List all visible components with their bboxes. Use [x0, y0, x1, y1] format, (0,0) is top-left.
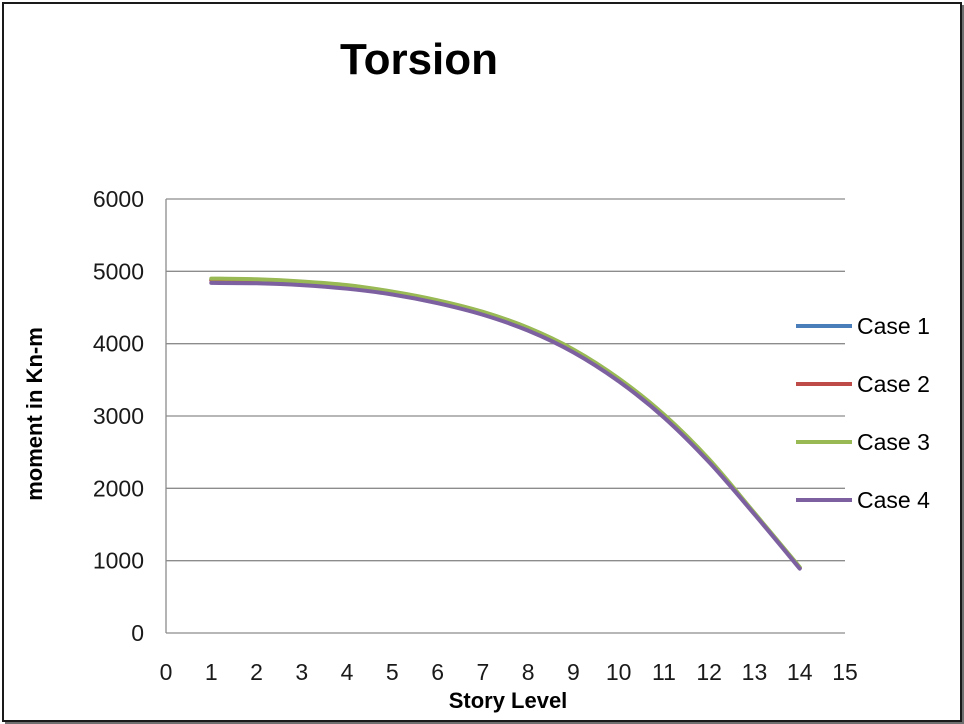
x-tick-label: 0 — [160, 659, 173, 685]
x-tick-label: 4 — [341, 659, 354, 685]
legend: Case 1 Case 2 Case 3 Case 4 — [796, 313, 930, 513]
legend-label-2: Case 2 — [857, 371, 930, 397]
x-tick-label: 12 — [696, 659, 722, 685]
x-tick-label: 8 — [522, 659, 535, 685]
y-tick-labels: 0 1000 2000 3000 4000 5000 6000 — [93, 186, 144, 646]
x-tick-label: 5 — [386, 659, 399, 685]
legend-label-3: Case 3 — [857, 429, 930, 455]
x-tick-label: 14 — [787, 659, 813, 685]
y-tick-label: 5000 — [93, 258, 144, 284]
x-tick-label: 2 — [250, 659, 263, 685]
legend-label-4: Case 4 — [857, 487, 930, 513]
x-tick-label: 10 — [606, 659, 632, 685]
x-axis-title: Story Level — [449, 688, 568, 713]
x-tick-label: 1 — [205, 659, 218, 685]
y-tick-label: 6000 — [93, 186, 144, 212]
y-tick-label: 1000 — [93, 548, 144, 574]
gridlines — [166, 198, 845, 562]
y-tick-label: 4000 — [93, 331, 144, 357]
y-axis-title: moment in Kn-m — [22, 327, 47, 501]
x-tick-labels: 0 1 2 3 4 5 6 7 8 9 10 11 12 13 14 15 — [160, 659, 858, 685]
series-lines — [209, 276, 802, 571]
legend-label-1: Case 1 — [857, 313, 930, 339]
x-tick-label: 3 — [295, 659, 308, 685]
y-tick-label: 0 — [131, 620, 144, 646]
x-tick-label: 11 — [652, 659, 676, 685]
x-tick-label: 9 — [567, 659, 580, 685]
chart-title: Torsion — [340, 35, 498, 84]
axes — [165, 199, 845, 634]
x-tick-label: 7 — [476, 659, 489, 685]
y-tick-label: 2000 — [93, 475, 144, 501]
x-tick-label: 15 — [832, 659, 858, 685]
y-tick-label: 3000 — [93, 403, 144, 429]
x-tick-label: 6 — [431, 659, 444, 685]
series-line-4 — [209, 280, 802, 571]
x-tick-label: 13 — [742, 659, 768, 685]
